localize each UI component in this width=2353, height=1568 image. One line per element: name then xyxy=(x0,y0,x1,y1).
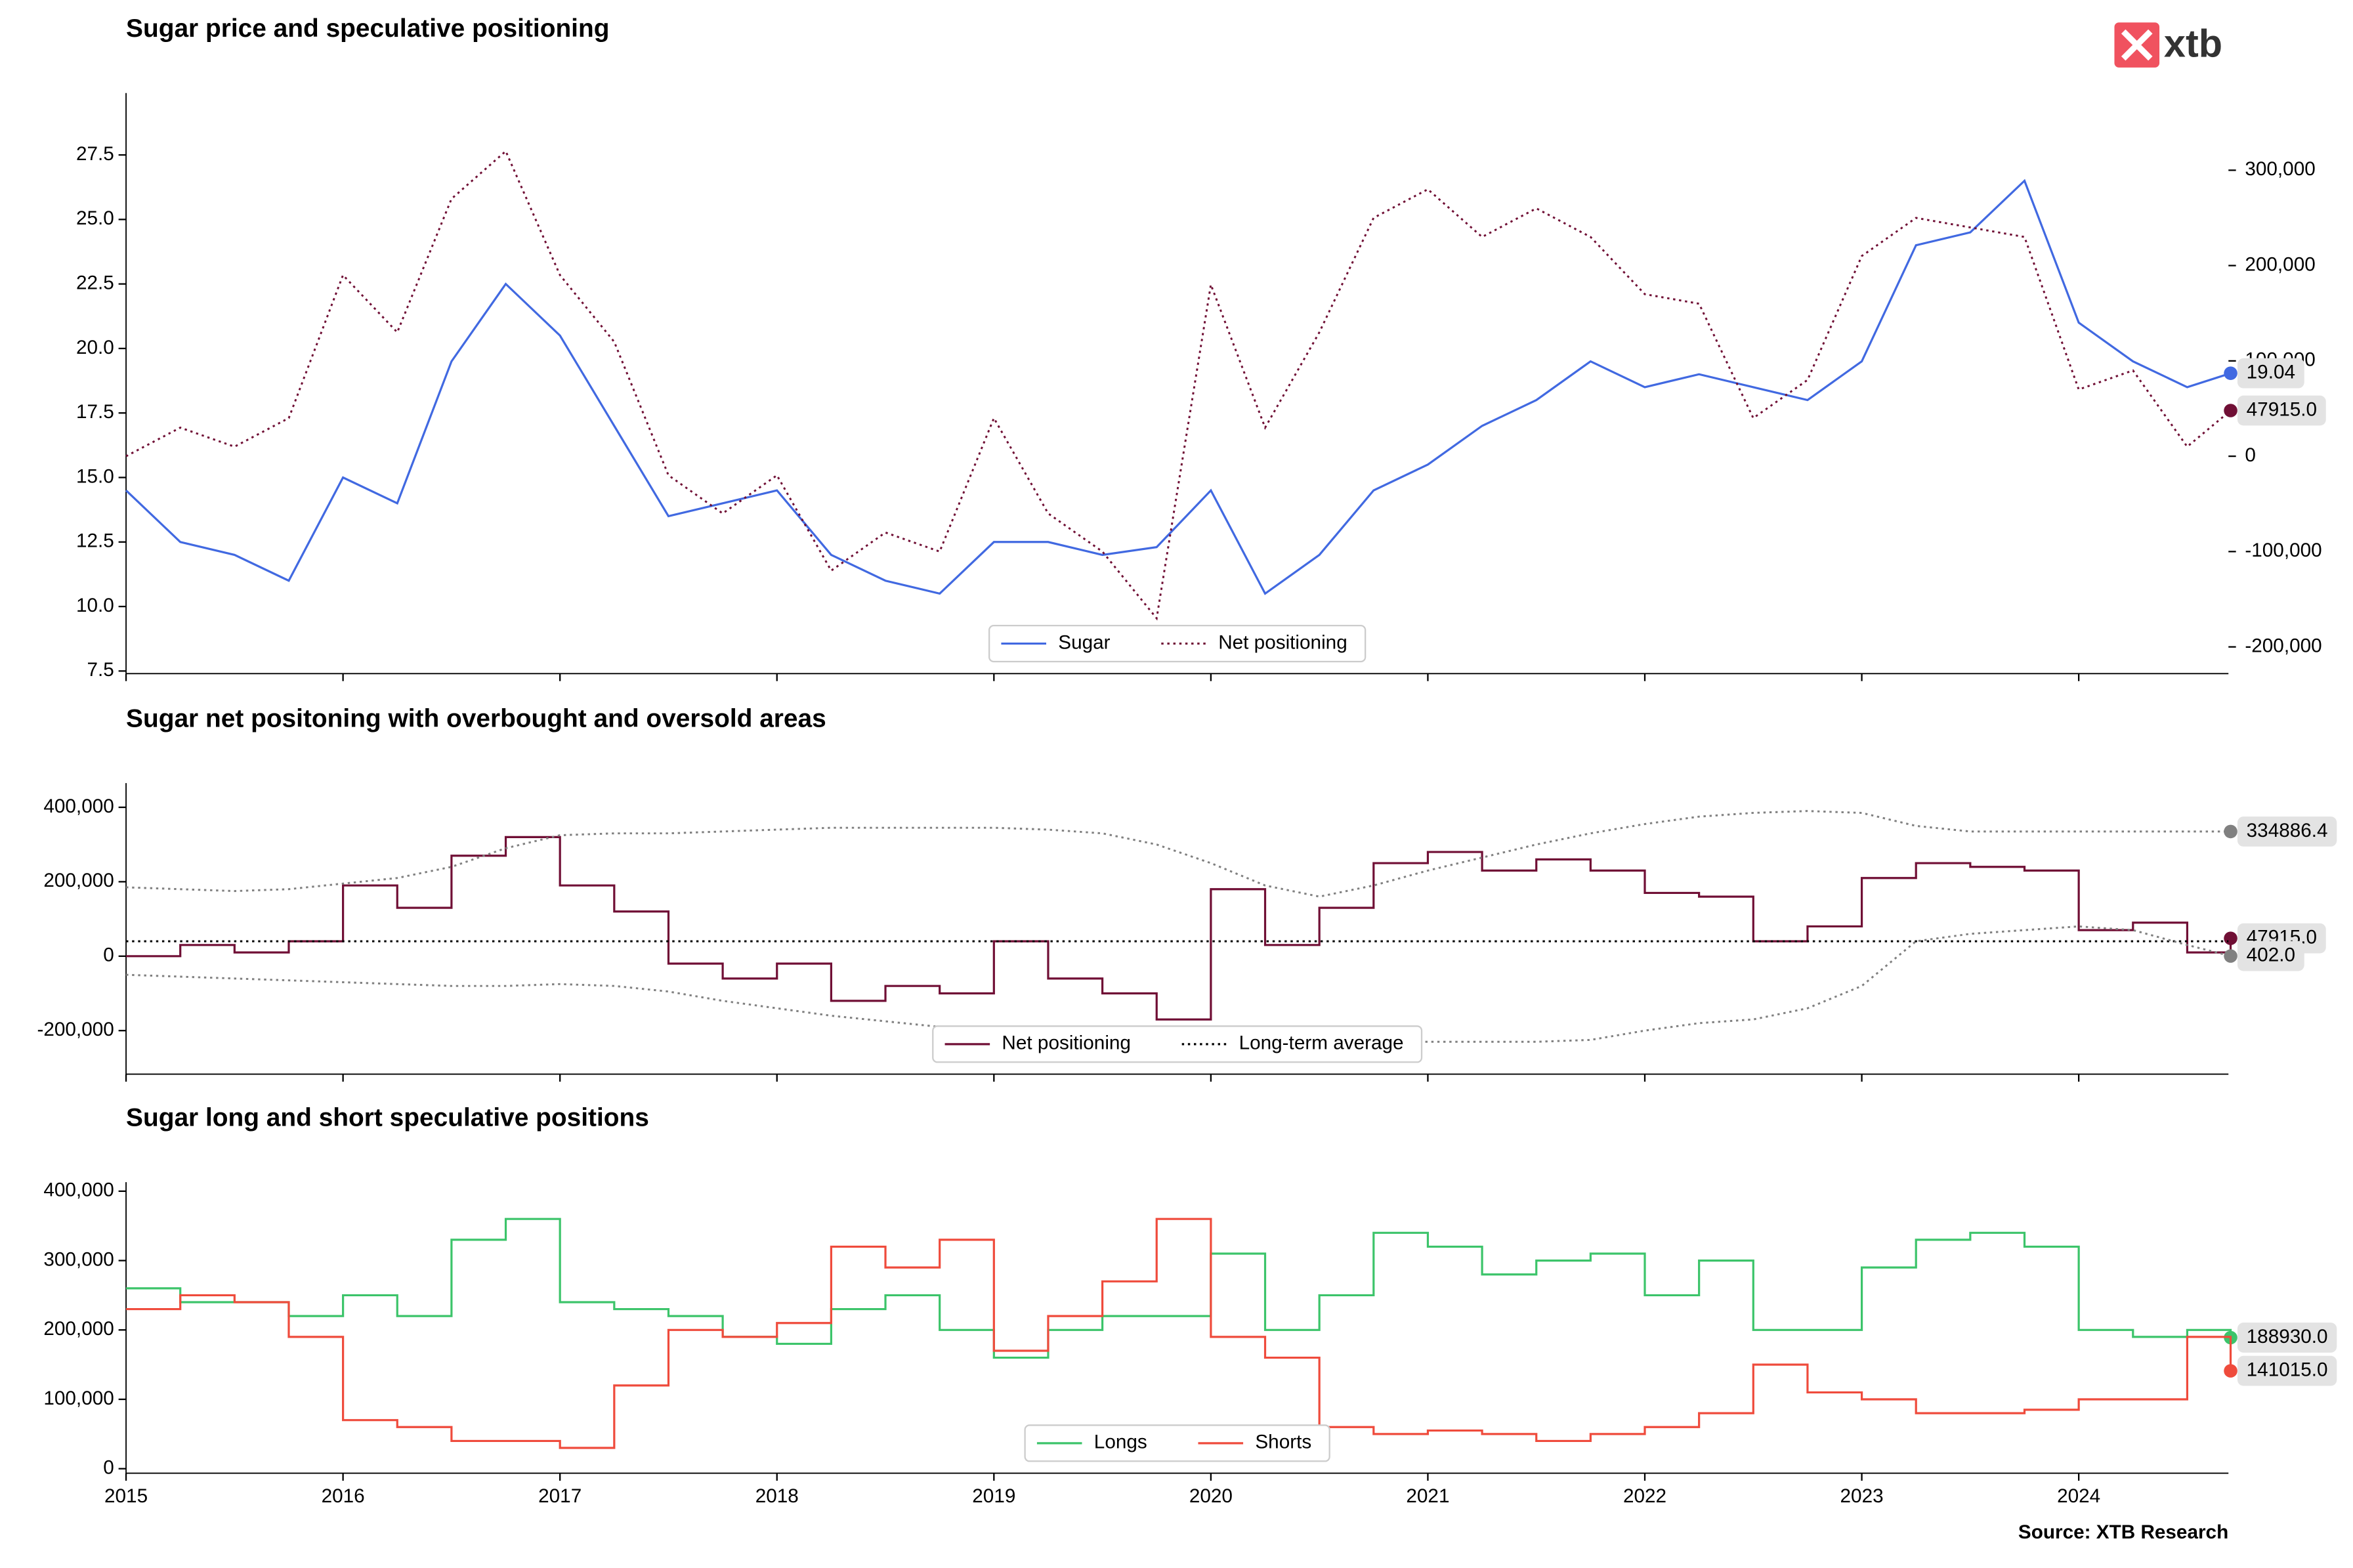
end-point xyxy=(2224,404,2237,417)
series-line xyxy=(125,179,2232,595)
end-label-box xyxy=(2237,1323,2337,1353)
y-tick-label: 27.5 xyxy=(76,143,114,165)
series-line xyxy=(126,810,2231,898)
legend-box xyxy=(1024,1424,1330,1462)
legend-label: Long-term average xyxy=(1239,1032,1404,1054)
y-tick-label: -200,000 xyxy=(37,1019,114,1040)
x-tick-label: 2023 xyxy=(1840,1485,1884,1507)
y2-tick-label: -100,000 xyxy=(2245,540,2321,561)
y2-tick-label: 0 xyxy=(2245,444,2256,466)
y-tick-label: 200,000 xyxy=(43,870,114,891)
series-line xyxy=(126,1218,2232,1449)
y-tick-label: 400,000 xyxy=(43,1179,114,1201)
legend: Net positioning Long-term average xyxy=(932,1025,1423,1063)
source: Source: XTB Research xyxy=(2018,1521,2228,1543)
x-tick-label: 2016 xyxy=(322,1485,365,1507)
legend-label: Net positioning xyxy=(1218,631,1347,653)
x-tick-label: 2022 xyxy=(1623,1485,1666,1507)
legend-label: Sugar xyxy=(1058,631,1110,653)
y-tick-label: 400,000 xyxy=(43,795,114,817)
series-line xyxy=(126,836,2232,1021)
end-point xyxy=(2224,1364,2237,1378)
x-tick-label: 2021 xyxy=(1406,1485,1449,1507)
x-tick-label: 2019 xyxy=(972,1485,1015,1507)
y-tick-label: 15.0 xyxy=(76,465,114,487)
chart-title: Sugar price and speculative positioning xyxy=(126,14,609,43)
y-tick-label: 25.0 xyxy=(76,207,114,229)
end-label-box xyxy=(2237,395,2326,426)
y-tick-label: 10.0 xyxy=(76,595,114,616)
y2-tick-label: 300,000 xyxy=(2245,158,2315,180)
end-label-box xyxy=(2237,358,2304,389)
x-tick-label: 2024 xyxy=(2057,1485,2100,1507)
end-point xyxy=(2224,824,2237,839)
legend-label: Shorts xyxy=(1255,1431,1311,1453)
x-tick-label: 2018 xyxy=(755,1485,799,1507)
y-tick-label: 0 xyxy=(103,944,114,966)
y-tick-label: 7.5 xyxy=(87,659,114,681)
y-tick-label: 0 xyxy=(103,1457,114,1479)
end-label: 47915.0 xyxy=(2247,398,2317,420)
legend-box xyxy=(988,625,1367,663)
x-tick-label: 2015 xyxy=(104,1485,148,1507)
end-label: 334886.4 xyxy=(2247,820,2328,841)
end-point xyxy=(2224,366,2237,380)
series-line xyxy=(126,1218,2232,1359)
legend-label: Longs xyxy=(1094,1431,1147,1453)
end-point xyxy=(2224,949,2237,963)
y-tick-label: 100,000 xyxy=(43,1388,114,1409)
logo-text: xtb xyxy=(2164,22,2222,66)
chart-title: Sugar long and short speculative positio… xyxy=(126,1103,649,1132)
end-label: 402.0 xyxy=(2247,944,2295,965)
series-line xyxy=(125,149,2232,621)
y-tick-label: 12.5 xyxy=(76,530,114,552)
end-label: 19.04 xyxy=(2247,362,2295,383)
legend-box xyxy=(932,1025,1423,1063)
end-label-box xyxy=(2237,816,2337,847)
y-tick-label: 200,000 xyxy=(43,1318,114,1340)
y2-tick-label: -200,000 xyxy=(2245,635,2321,656)
legend-label: Net positioning xyxy=(1002,1032,1131,1054)
series-line xyxy=(126,925,2231,1043)
end-label-box xyxy=(2237,1355,2337,1386)
legend: Sugar Net positioning xyxy=(988,625,1367,663)
y-tick-label: 300,000 xyxy=(43,1248,114,1270)
x-tick-label: 2017 xyxy=(538,1485,582,1507)
end-point xyxy=(2224,931,2237,945)
end-label-box xyxy=(2237,941,2304,971)
legend: Longs Shorts xyxy=(1024,1424,1330,1462)
end-label: 188930.0 xyxy=(2247,1326,2328,1347)
y-tick-label: 20.0 xyxy=(76,337,114,358)
y-tick-label: 17.5 xyxy=(76,401,114,423)
end-label: 141015.0 xyxy=(2247,1359,2328,1380)
logo-icon xyxy=(2121,29,2153,61)
chart-title: Sugar net positoning with overbought and… xyxy=(126,704,826,732)
y-tick-label: 22.5 xyxy=(76,272,114,293)
x-tick-label: 2020 xyxy=(1189,1485,1233,1507)
y2-tick-label: 200,000 xyxy=(2245,253,2315,275)
logo: xtb xyxy=(2114,22,2222,68)
